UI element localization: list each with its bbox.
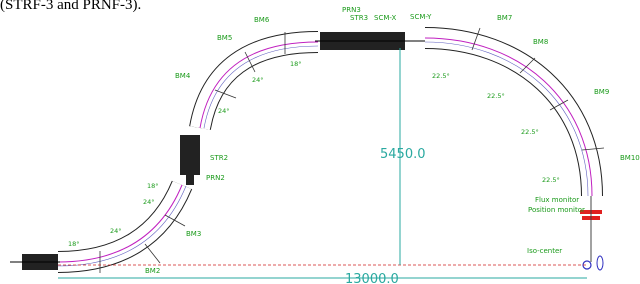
angle-label: 24° bbox=[143, 198, 155, 206]
beamline bbox=[58, 28, 604, 273]
magnet-label: BM6 bbox=[254, 16, 270, 24]
angle-label: 24° bbox=[218, 107, 230, 115]
device-label: PRN3 bbox=[342, 6, 361, 14]
device-label: SCM-X bbox=[374, 14, 397, 22]
angle-label: 22.5° bbox=[542, 176, 560, 184]
caption: (STRF-3 and PRNF-3). bbox=[0, 0, 141, 13]
magnet-label: BM4 bbox=[175, 72, 191, 80]
beamline-diagram: (STRF-3 and PRNF-3). bbox=[0, 0, 640, 284]
device-label: Flux monitor bbox=[535, 196, 579, 204]
device-label: PRN2 bbox=[206, 174, 225, 182]
device-label: STR3 bbox=[350, 14, 368, 22]
magnet-label: BM9 bbox=[594, 88, 609, 96]
width-label: 13000.0 bbox=[345, 272, 399, 284]
device-label: Iso-center bbox=[527, 247, 562, 255]
magnet-label: BM7 bbox=[497, 14, 512, 22]
angle-label: 18° bbox=[68, 240, 80, 248]
angle-label: 22.5° bbox=[521, 128, 539, 136]
angle-label: 24° bbox=[110, 227, 122, 235]
magnet-label: BM2 bbox=[145, 267, 160, 275]
angle-label: 18° bbox=[290, 60, 302, 68]
angle-label: 22.5° bbox=[432, 72, 450, 80]
angle-label: 22.5° bbox=[487, 92, 505, 100]
device-label: SCM-Y bbox=[410, 13, 432, 21]
magnet-label: BM10 bbox=[620, 154, 640, 162]
height-label: 5450.0 bbox=[380, 147, 426, 162]
device-label: Position monitor bbox=[528, 206, 585, 214]
magnet-label: BM5 bbox=[217, 34, 232, 42]
magnet-label: BM8 bbox=[533, 38, 548, 46]
magnet-label: BM3 bbox=[186, 230, 201, 238]
device-label: STR2 bbox=[210, 154, 228, 162]
angle-label: 18° bbox=[147, 182, 159, 190]
angle-label: 24° bbox=[252, 76, 264, 84]
